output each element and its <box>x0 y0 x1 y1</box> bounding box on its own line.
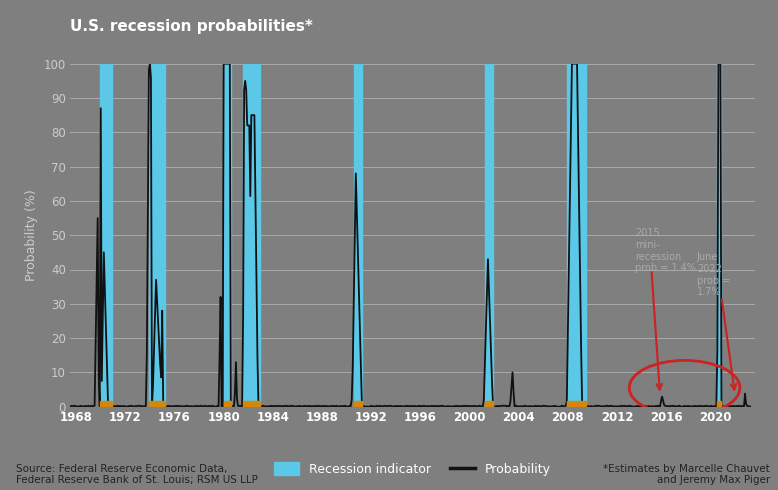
Bar <box>243 400 260 407</box>
Bar <box>717 64 721 407</box>
Bar <box>243 64 260 407</box>
Bar <box>149 400 165 407</box>
Bar <box>354 64 362 407</box>
Y-axis label: Probability (%): Probability (%) <box>25 189 38 281</box>
Bar <box>717 400 721 407</box>
Text: 2015
mini-
recession
prob = 1.4%: 2015 mini- recession prob = 1.4% <box>636 228 696 273</box>
Bar <box>567 400 587 407</box>
Bar <box>223 400 231 407</box>
Text: U.S. recession probabilities*: U.S. recession probabilities* <box>70 19 313 34</box>
Bar <box>100 400 112 407</box>
Text: June
2022
prob =
1.7%: June 2022 prob = 1.7% <box>697 252 731 297</box>
Bar <box>485 400 493 407</box>
Text: *Estimates by Marcelle Chauvet
and Jeremy Max Piger: *Estimates by Marcelle Chauvet and Jerem… <box>604 464 770 485</box>
Bar <box>149 64 165 407</box>
Text: Source: Federal Reserve Economic Data,
Federal Reserve Bank of St. Louis; RSM US: Source: Federal Reserve Economic Data, F… <box>16 464 258 485</box>
Bar <box>567 64 587 407</box>
Bar <box>223 64 231 407</box>
Bar <box>354 400 362 407</box>
Bar <box>485 64 493 407</box>
Legend: Recession indicator, Probability: Recession indicator, Probability <box>274 462 551 476</box>
Bar <box>100 64 112 407</box>
